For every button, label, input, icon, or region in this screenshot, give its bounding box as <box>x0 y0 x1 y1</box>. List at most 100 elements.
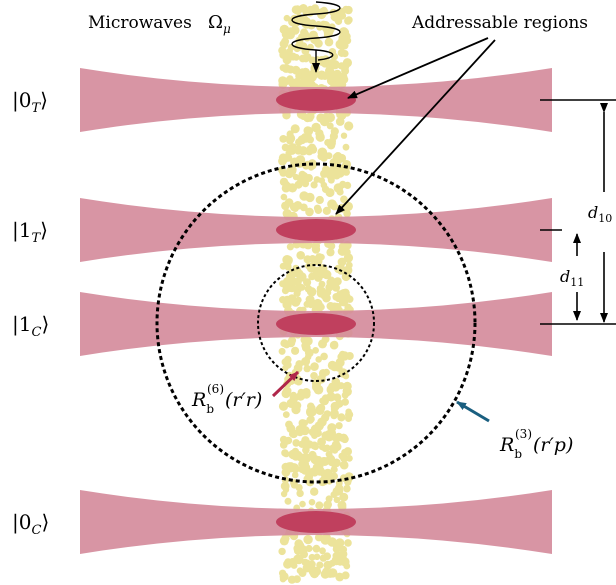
ket-1C: |1C⟩ <box>12 312 49 340</box>
atom <box>303 534 313 545</box>
atom <box>342 143 350 151</box>
atom <box>296 489 304 498</box>
atom <box>335 399 344 408</box>
atom <box>304 174 313 182</box>
atom <box>301 67 310 77</box>
atom <box>344 448 352 456</box>
atom <box>341 50 349 58</box>
atom <box>332 284 340 292</box>
atom <box>295 484 303 492</box>
atom <box>316 403 326 413</box>
atom <box>315 132 325 142</box>
atom <box>293 289 301 297</box>
atom <box>339 433 348 443</box>
atom <box>311 300 321 310</box>
atom <box>322 293 331 303</box>
atom <box>316 374 326 384</box>
atom <box>291 346 300 355</box>
atom <box>338 452 346 460</box>
atom <box>337 413 346 422</box>
atom <box>291 79 300 87</box>
atom <box>326 141 336 150</box>
atom <box>334 157 343 165</box>
atom <box>278 547 286 556</box>
atom <box>295 546 302 554</box>
atom <box>313 256 323 266</box>
atom <box>293 277 302 287</box>
atom <box>286 65 295 74</box>
atom <box>324 37 334 47</box>
atom <box>294 554 304 565</box>
atom <box>320 457 327 464</box>
atom <box>342 387 350 394</box>
atom <box>303 336 313 346</box>
atom <box>325 569 335 578</box>
atom <box>310 441 319 450</box>
atom <box>335 7 346 17</box>
atom <box>310 372 318 380</box>
atom <box>340 195 348 204</box>
atom <box>286 27 295 36</box>
d11-label: d11 <box>560 267 584 289</box>
atom <box>312 544 321 553</box>
atom <box>287 183 298 193</box>
atom <box>287 575 297 584</box>
atom <box>327 176 335 184</box>
atom <box>282 364 289 372</box>
atom <box>341 67 350 75</box>
atom <box>326 122 334 130</box>
atom <box>292 53 300 61</box>
atom <box>332 171 341 180</box>
atom <box>323 560 333 570</box>
atom <box>310 487 319 496</box>
atom <box>335 117 345 126</box>
outer-blockade-circle <box>155 162 477 484</box>
atom <box>307 415 315 423</box>
region-arrow-0T <box>347 37 489 99</box>
atom <box>314 421 324 431</box>
beam-1T <box>80 198 552 262</box>
atom <box>320 352 328 361</box>
atom <box>321 394 330 403</box>
atom <box>342 58 352 68</box>
atom <box>308 553 316 561</box>
atom <box>341 28 350 36</box>
atom <box>316 561 324 569</box>
atom <box>280 154 289 164</box>
atom <box>326 248 335 257</box>
atom <box>314 206 323 214</box>
atom <box>344 121 354 131</box>
atom <box>336 188 344 196</box>
atom <box>345 261 353 269</box>
atom <box>306 145 315 153</box>
atom <box>306 5 315 14</box>
atom <box>308 560 316 569</box>
atom <box>334 17 343 25</box>
d10-label: d10 <box>588 203 612 225</box>
atom <box>279 135 288 143</box>
atom <box>299 4 308 13</box>
atom <box>299 203 308 212</box>
omega-label: Ωμ <box>208 12 231 36</box>
atom <box>339 460 349 470</box>
atom <box>325 495 333 503</box>
atom <box>281 37 290 46</box>
atom <box>305 544 313 553</box>
atom <box>286 136 294 145</box>
atom <box>282 77 290 86</box>
atom <box>296 174 306 183</box>
atom <box>282 411 290 418</box>
atom <box>305 207 314 217</box>
atom <box>281 534 290 543</box>
atom <box>296 427 304 435</box>
atom <box>323 500 332 509</box>
atom <box>306 349 314 357</box>
atom <box>331 278 339 286</box>
atom <box>316 9 324 17</box>
atom <box>344 539 352 547</box>
atom <box>295 296 302 304</box>
atom <box>312 566 322 576</box>
atom <box>327 360 337 370</box>
atom <box>282 486 290 493</box>
